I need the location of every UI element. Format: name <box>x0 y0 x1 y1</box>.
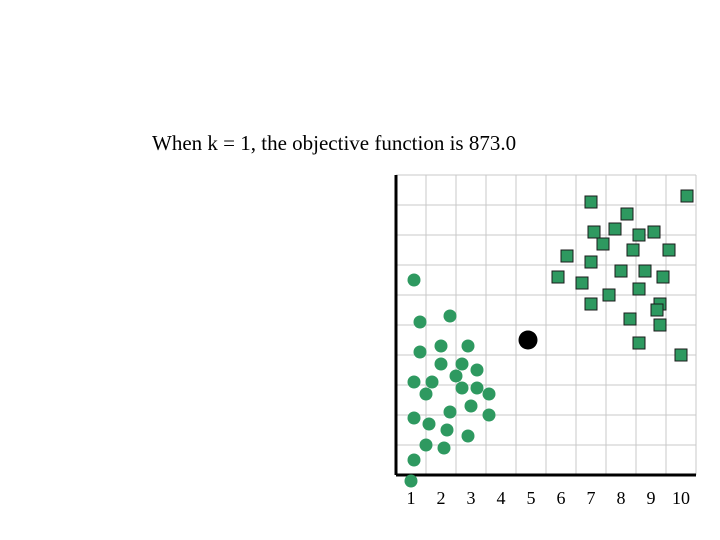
data-point-square <box>551 270 565 284</box>
data-point-circle <box>422 417 436 431</box>
data-point-circle <box>470 363 484 377</box>
data-point-square <box>602 288 616 302</box>
x-tick-label: 5 <box>527 488 536 508</box>
data-point-circle <box>470 381 484 395</box>
data-point-square <box>674 348 688 362</box>
data-point-square <box>626 243 640 257</box>
data-point-square <box>608 222 622 236</box>
data-point-square <box>632 228 646 242</box>
data-point-circle <box>455 357 469 371</box>
data-point-circle <box>449 369 463 383</box>
data-point-square <box>560 249 574 263</box>
data-point-circle <box>407 453 421 467</box>
data-point-circle <box>434 357 448 371</box>
data-point-circle <box>407 411 421 425</box>
data-point-circle <box>419 387 433 401</box>
data-point-circle <box>464 399 478 413</box>
data-point-square <box>653 318 667 332</box>
data-point-square <box>614 264 628 278</box>
data-point-circle <box>413 315 427 329</box>
data-point-circle <box>404 474 418 488</box>
data-point-square <box>584 297 598 311</box>
x-tick-label: 9 <box>647 488 656 508</box>
x-tick-label: 4 <box>497 488 506 508</box>
data-point-square <box>632 282 646 296</box>
data-point-square <box>656 270 670 284</box>
x-tick-label: 8 <box>617 488 626 508</box>
data-points <box>404 189 694 488</box>
x-tick-label: 2 <box>437 488 446 508</box>
data-point-circle <box>437 441 451 455</box>
data-point-square <box>575 276 589 290</box>
data-point-circle <box>434 339 448 353</box>
data-point-circle <box>443 309 457 323</box>
axes <box>394 175 696 477</box>
data-point-square <box>638 264 652 278</box>
data-point-square <box>584 255 598 269</box>
x-tick-label: 1 <box>407 488 416 508</box>
data-point-circle <box>419 438 433 452</box>
data-point-circle <box>413 345 427 359</box>
data-point-circle <box>425 375 439 389</box>
centroid-point <box>518 330 538 350</box>
data-point-square <box>620 207 634 221</box>
x-tick-labels: 1 2 3 4 5 6 7 8 9 10 <box>407 488 691 508</box>
data-point-circle <box>461 339 475 353</box>
data-point-circle <box>440 423 454 437</box>
x-tick-label: 3 <box>467 488 476 508</box>
data-point-circle <box>455 381 469 395</box>
data-point-square <box>587 225 601 239</box>
data-point-square <box>680 189 694 203</box>
data-point-circle <box>482 387 496 401</box>
x-tick-label: 7 <box>587 488 596 508</box>
data-point-square <box>647 225 661 239</box>
data-point-square <box>596 237 610 251</box>
data-point-circle <box>443 405 457 419</box>
data-point-circle <box>407 273 421 287</box>
data-point-circle <box>482 408 496 422</box>
data-point-square <box>650 303 664 317</box>
data-point-square <box>623 312 637 326</box>
data-point-circle <box>407 375 421 389</box>
data-point-circle <box>461 429 475 443</box>
x-tick-label: 6 <box>557 488 566 508</box>
data-point-square <box>662 243 676 257</box>
data-point-square <box>584 195 598 209</box>
x-tick-label: 10 <box>672 488 690 508</box>
data-point-square <box>632 336 646 350</box>
chart-title: When k = 1, the objective function is 87… <box>152 131 517 155</box>
grid-lines <box>395 174 697 476</box>
